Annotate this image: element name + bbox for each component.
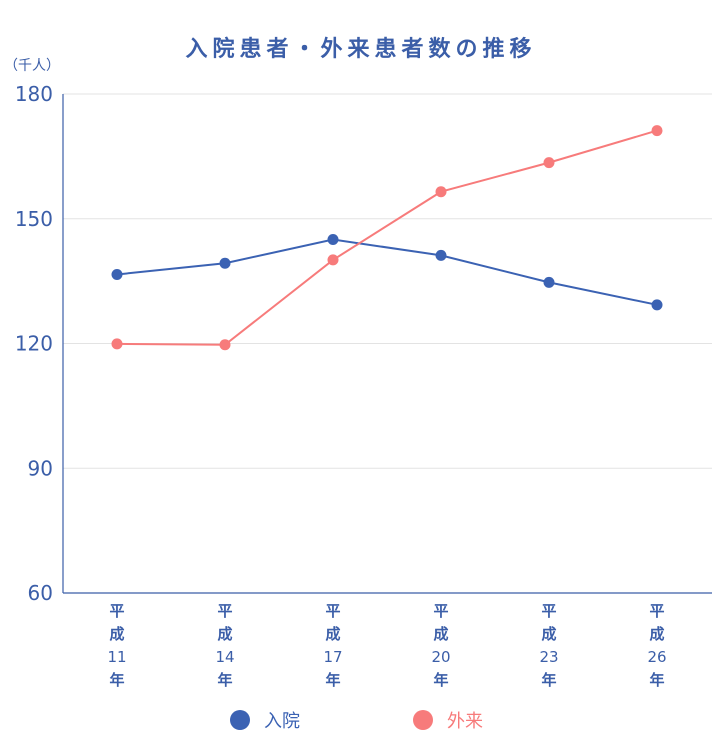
x-tick-label-line: 23 [539, 648, 558, 666]
x-tick-label-line: 成 [109, 625, 124, 643]
y-tick-label: 180 [15, 82, 53, 106]
series-layer [111, 125, 663, 351]
x-tick-label-line: 年 [433, 671, 448, 689]
x-tick-label-line: 平 [217, 602, 232, 620]
x-tick-label-line: 平 [541, 602, 556, 620]
x-tick-label-line: 平 [109, 602, 124, 620]
data-point [651, 299, 663, 311]
y-tick-label: 90 [28, 456, 53, 480]
x-tick-label: 平成 20 年 [431, 602, 450, 689]
data-point [543, 157, 555, 169]
data-point [327, 234, 339, 246]
data-point [435, 249, 447, 261]
x-tick-label-line: 成 [433, 625, 448, 643]
chart-title: 入院患者・外来患者数の推移 [185, 36, 536, 62]
x-tick-label: 平成 17 年 [323, 602, 342, 689]
series-2 [111, 125, 663, 351]
x-tick-label-line: 平 [649, 602, 664, 620]
x-tick-label-line: 年 [325, 671, 340, 689]
data-point [111, 268, 123, 280]
data-point [219, 339, 231, 351]
series-line [116, 238, 658, 306]
y-axis-ticks: 60 90 120 150 180 [15, 82, 53, 605]
x-tick-label: 平成 26 年 [647, 602, 666, 689]
series-1 [111, 234, 663, 311]
x-tick-label-line: 26 [647, 648, 666, 666]
legend-label: 外来 [447, 711, 483, 732]
data-point [111, 338, 123, 350]
series-line [116, 129, 658, 346]
x-tick-label: 平成 23 年 [539, 602, 558, 689]
data-point [327, 254, 339, 266]
x-tick-label-line: 年 [541, 671, 556, 689]
data-point [651, 125, 663, 137]
y-tick-label: 60 [28, 581, 53, 605]
y-tick-label: 120 [15, 332, 53, 356]
x-tick-label-line: 20 [431, 648, 450, 666]
x-tick-label-line: 成 [325, 625, 340, 643]
data-point [219, 257, 231, 269]
data-point [435, 186, 447, 198]
x-tick-label: 平成 11 年 [107, 602, 126, 689]
x-tick-label-line: 年 [109, 671, 124, 689]
x-tick-label-line: 年 [649, 671, 664, 689]
legend-item: 外来 [413, 710, 483, 732]
x-tick-label-line: 成 [217, 625, 232, 643]
legend: 入院 外来 [230, 710, 483, 732]
legend-label: 入院 [264, 711, 300, 732]
legend-marker [230, 710, 250, 730]
data-point [543, 276, 555, 288]
x-tick-label-line: 11 [107, 648, 126, 666]
x-tick-label-line: 年 [217, 671, 232, 689]
x-tick-label-line: 17 [323, 648, 342, 666]
x-tick-label-line: 成 [649, 625, 664, 643]
grid-lines [63, 93, 712, 469]
x-tick-label-line: 平 [433, 602, 448, 620]
legend-item: 入院 [230, 710, 300, 732]
y-axis-unit: （千人） [4, 58, 60, 74]
x-tick-label-line: 平 [325, 602, 340, 620]
x-tick-label-line: 成 [541, 625, 556, 643]
legend-marker [413, 710, 433, 730]
x-tick-label: 平成 14 年 [215, 602, 234, 689]
x-tick-label-line: 14 [215, 648, 234, 666]
y-tick-label: 150 [15, 207, 53, 231]
